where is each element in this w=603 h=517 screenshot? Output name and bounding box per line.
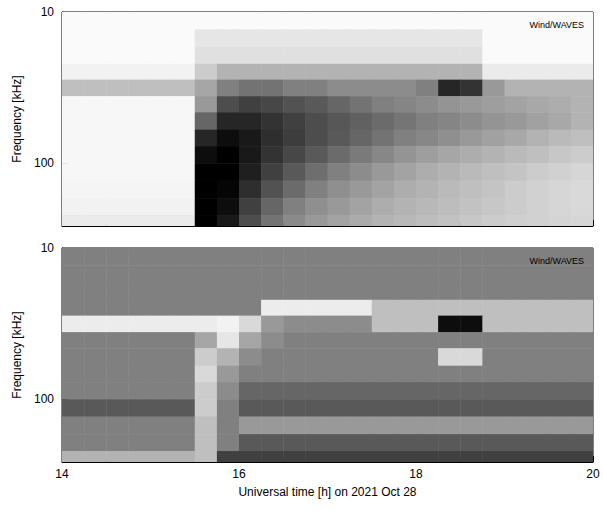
svg-text:Wind/WAVES: Wind/WAVES — [529, 256, 584, 266]
svg-text:Universal time [h] on 2021 Oct: Universal time [h] on 2021 Oct 28 — [238, 485, 416, 499]
svg-text:Wind/WAVES: Wind/WAVES — [529, 20, 584, 30]
svg-text:18: 18 — [409, 467, 423, 481]
svg-text:Frequency [kHz]: Frequency [kHz] — [10, 75, 24, 162]
svg-text:100: 100 — [34, 156, 54, 170]
svg-text:14: 14 — [55, 467, 69, 481]
svg-text:100: 100 — [34, 392, 54, 406]
svg-text:20: 20 — [586, 467, 600, 481]
svg-text:16: 16 — [232, 467, 246, 481]
svg-text:10: 10 — [41, 5, 55, 19]
svg-text:10: 10 — [41, 241, 55, 255]
svg-text:Frequency [kHz]: Frequency [kHz] — [10, 311, 24, 398]
